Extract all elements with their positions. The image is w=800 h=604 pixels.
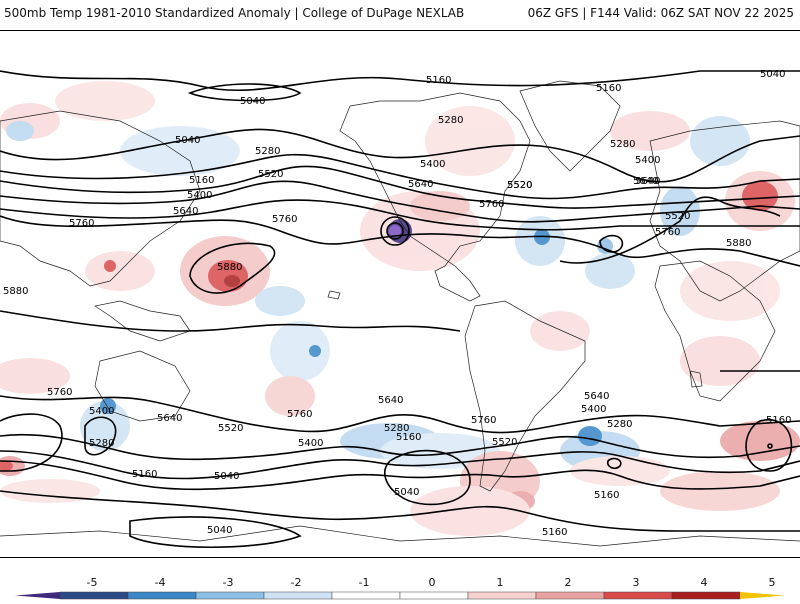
- contour-label: 5880: [217, 262, 242, 273]
- colorbar-swatch: [399, 591, 469, 600]
- contour-label: 5280: [89, 438, 114, 449]
- contour-label: 5760: [287, 409, 312, 420]
- contour-label: 5760: [655, 227, 680, 238]
- contour-label: 5880: [3, 286, 28, 297]
- contour-label: 5280: [384, 423, 409, 434]
- colorbar-swatch: [263, 591, 333, 600]
- contour-label: 5160: [396, 432, 421, 443]
- colorbar-tick-label: 1: [497, 576, 504, 589]
- colorbar-swatches: [15, 591, 785, 600]
- contour-labels: 5040 5160 5040 5160 5040 5160 5280 5520 …: [3, 69, 791, 538]
- colorbar-tick-label: 4: [701, 576, 708, 589]
- colorbar-ticks: -5 -4 -3 -2 -1 0 1 2 3 4 5: [87, 576, 776, 589]
- colorbar-swatch: [195, 591, 265, 600]
- colorbar-tick-label: -1: [359, 576, 370, 589]
- contour-label: 5280: [438, 115, 463, 126]
- contour-label: 5400: [89, 406, 114, 417]
- contour-label: 5640: [408, 179, 433, 190]
- weather-map[interactable]: 5040 5160 5040 5160 5040 5160 5280 5520 …: [0, 30, 800, 558]
- colorbar-legend: -5 -4 -3 -2 -1 0 1 2 3 4 5: [0, 566, 800, 600]
- colorbar-swatch: [331, 591, 401, 600]
- colorbar-tick-label: 0: [429, 576, 436, 589]
- contour-label: 5520: [507, 180, 532, 191]
- contour-label: 5160: [766, 415, 791, 426]
- coastlines: [0, 80, 800, 547]
- contour-label: 5760: [471, 415, 496, 426]
- contour-label: 5160: [594, 490, 619, 501]
- contour-label: 5400: [187, 190, 212, 201]
- contour-label: 5520: [665, 211, 690, 222]
- header: 500mb Temp 1981-2010 Standardized Anomal…: [0, 0, 800, 30]
- contour-label: 5640: [378, 395, 403, 406]
- colorbar-swatch: [467, 591, 537, 600]
- colorbar-swatch: [15, 592, 60, 599]
- colorbar-swatch: [127, 591, 197, 600]
- contour-label: 5760: [47, 387, 72, 398]
- colorbar-tick-label: 3: [633, 576, 640, 589]
- map-title: 500mb Temp 1981-2010 Standardized Anomal…: [4, 6, 465, 20]
- contour-label: 5040: [207, 525, 232, 536]
- contour-label: 5520: [507, 180, 532, 191]
- contour-label: 5040: [760, 69, 785, 80]
- contour-label: 5040: [175, 135, 200, 146]
- contour-label: 5400: [635, 155, 660, 166]
- contour-label: 5280: [255, 146, 280, 157]
- contour-label: 5040: [240, 96, 265, 107]
- contour-label: 5760: [479, 199, 504, 210]
- colorbar-swatch: [603, 591, 673, 600]
- colorbar-swatch: [59, 591, 129, 600]
- contour-label: 5640: [157, 413, 182, 424]
- contour-label: 5760: [272, 214, 297, 225]
- contour-label: 5400: [581, 404, 606, 415]
- contour-label: 5160: [189, 175, 214, 186]
- contour-label: 5640: [635, 176, 660, 187]
- contour-label: 5400: [298, 438, 323, 449]
- colorbar-swatch: [671, 591, 741, 600]
- contour-label: 5640: [633, 176, 658, 187]
- contour-label: 5160: [542, 527, 567, 538]
- contour-label: 5640: [584, 391, 609, 402]
- contour-label: 5280: [607, 419, 632, 430]
- contour-label: 5160: [426, 75, 451, 86]
- contour-label: 5880: [726, 238, 751, 249]
- colorbar-tick-label: 2: [565, 576, 572, 589]
- contour-label: 5520: [492, 437, 517, 448]
- contour-label: 5400: [420, 159, 445, 170]
- contour-label: 5280: [610, 139, 635, 150]
- colorbar-tick-label: -2: [291, 576, 302, 589]
- contour-label: 5520: [218, 423, 243, 434]
- contour-label: 5040: [214, 471, 239, 482]
- contour-label: 5040: [394, 487, 419, 498]
- colorbar-swatch: [535, 591, 605, 600]
- contour-label: 5760: [69, 218, 94, 229]
- contour-label: 5160: [132, 469, 157, 480]
- colorbar-swatch: [740, 592, 785, 599]
- contour-label: 5640: [173, 206, 198, 217]
- anomaly-shading: [0, 81, 800, 536]
- colorbar-tick-label: -5: [87, 576, 98, 589]
- height-contours: [0, 70, 800, 549]
- contour-label: 5160: [596, 83, 621, 94]
- colorbar-tick-label: 5: [769, 576, 776, 589]
- contour-label: 5520: [258, 169, 283, 180]
- colorbar-tick-label: -4: [155, 576, 166, 589]
- model-run-info: 06Z GFS | F144 Valid: 06Z SAT NOV 22 202…: [527, 6, 794, 20]
- colorbar-tick-label: -3: [223, 576, 234, 589]
